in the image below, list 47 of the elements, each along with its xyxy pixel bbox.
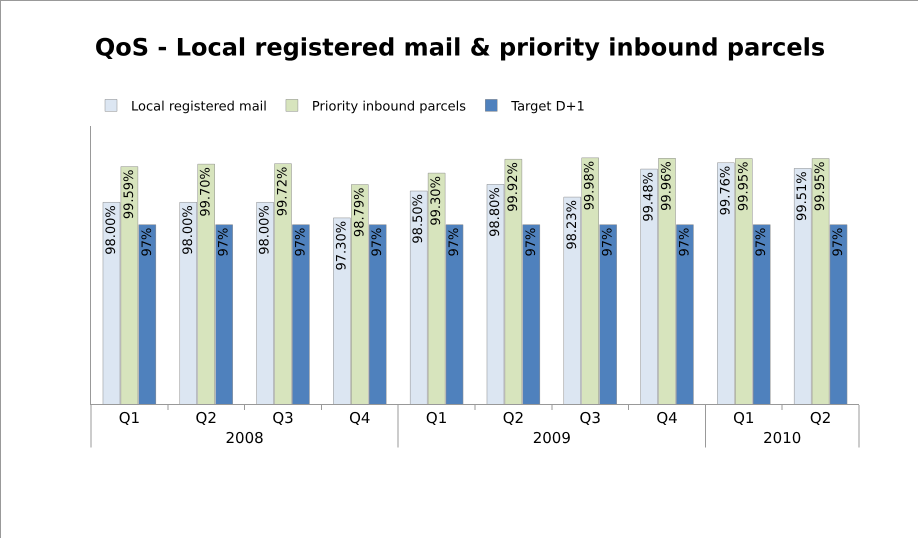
data-label: 99.98% [582, 160, 598, 210]
data-label: 97% [216, 228, 232, 257]
x-tick-label: Q1 [426, 409, 448, 427]
x-tick-label: Q3 [580, 409, 601, 427]
data-label: 97% [831, 228, 846, 257]
data-label: 97% [600, 228, 616, 257]
data-label: 99.70% [198, 167, 214, 217]
data-label: 99.72% [276, 166, 290, 216]
x-tick-label: Q1 [733, 409, 754, 427]
data-label: 97.30% [334, 220, 350, 270]
data-label: 99.30% [429, 176, 444, 226]
data-label: 99.96% [660, 161, 674, 211]
data-label: 97% [524, 228, 539, 257]
data-label: 99.51% [795, 171, 810, 221]
data-label: 98.23% [564, 200, 580, 250]
legend-label: Target D+1 [510, 99, 585, 114]
data-label: 98.00% [180, 205, 196, 255]
data-label: 97% [293, 228, 308, 257]
x-tick-label: Q2 [196, 409, 217, 427]
x-tick-label: Q4 [349, 409, 370, 427]
data-label: 97% [140, 228, 155, 257]
text: 2008 [226, 429, 264, 447]
data-label: 98.00% [258, 205, 273, 255]
data-label: 99.59% [122, 170, 137, 220]
chart-title: QoS - Local registered mail & priority inbound parcels [94, 33, 826, 62]
data-label: 99.48% [642, 172, 657, 222]
data-label: 99.76% [718, 166, 734, 216]
data-label: 98.50% [411, 194, 426, 244]
text: 2009 [532, 429, 571, 447]
x-tick-label: Q4 [656, 409, 678, 427]
x-tick-label: Q3 [272, 409, 294, 427]
text: 2010 [763, 429, 802, 447]
data-label: 97% [754, 228, 770, 257]
legend-label: Priority inbound parcels [312, 99, 466, 114]
data-label: 98.79% [352, 188, 368, 238]
data-label: 99.95% [736, 162, 752, 212]
data-label: 99.92% [506, 162, 521, 212]
x-tick-label: Q2 [502, 409, 524, 427]
x-tick-label: Q1 [118, 409, 140, 427]
data-label: 97% [370, 228, 386, 257]
legend-label: Local registered mail [131, 99, 267, 114]
data-label: 98.00% [104, 205, 119, 255]
data-label: 99.95% [813, 162, 828, 212]
data-label: 97% [447, 228, 462, 257]
x-tick-label: Q2 [810, 409, 832, 427]
data-label: 97% [677, 228, 692, 257]
data-label: 98.80% [488, 187, 503, 237]
